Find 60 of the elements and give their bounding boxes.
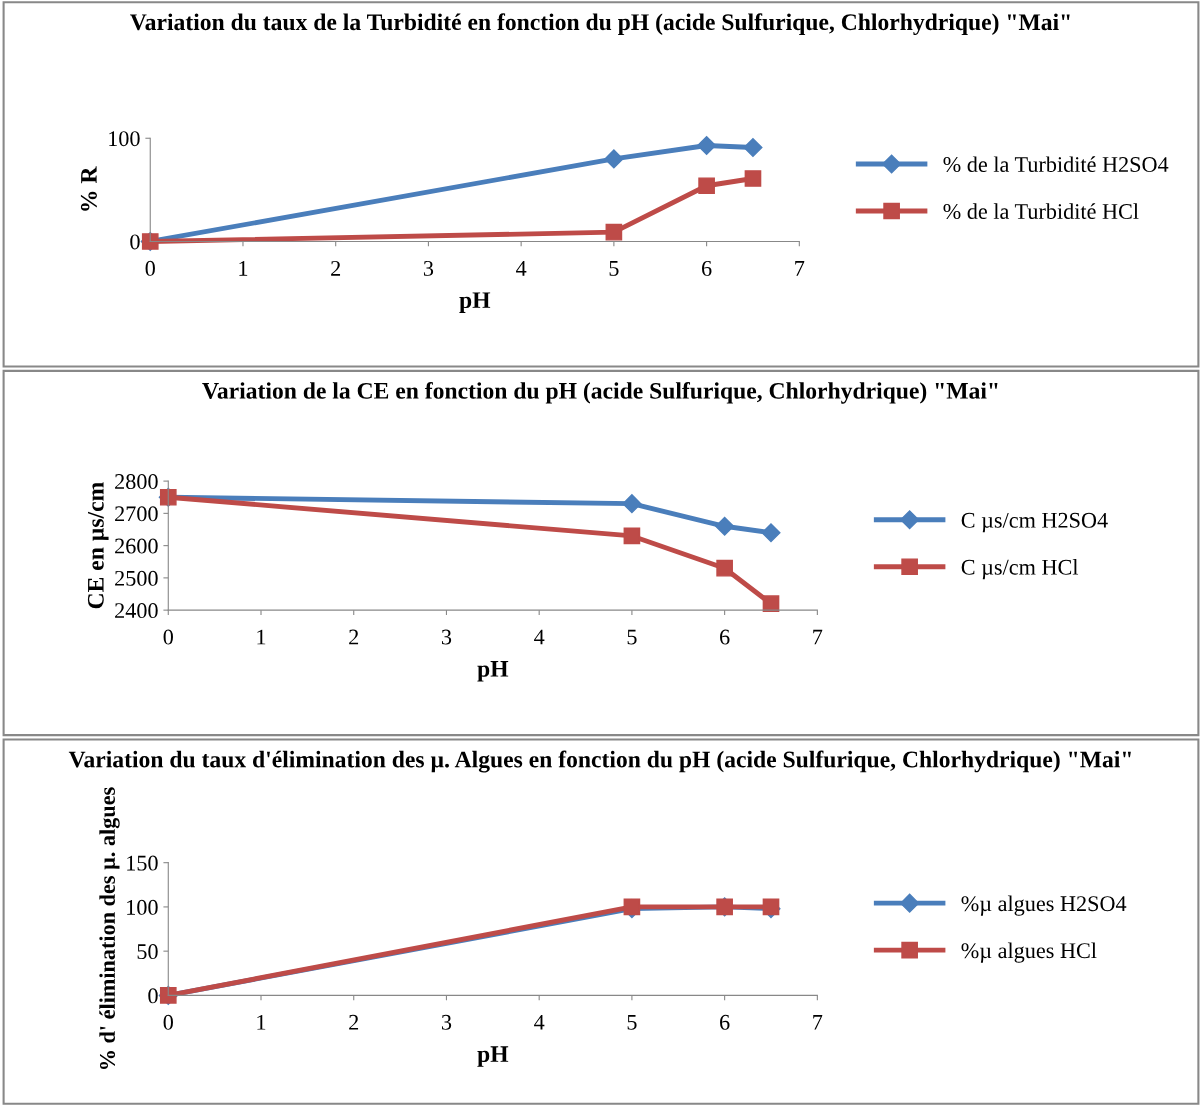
y-tick-label: 100: [127, 899, 158, 915]
y-axis-title: CE en µs/cm: [87, 482, 109, 609]
point: [622, 494, 642, 514]
point: [698, 177, 715, 195]
legend-label: %µ algues HCl: [961, 942, 1097, 963]
x-tick-label: 4: [534, 1014, 545, 1030]
y-axis-title: % d' élimination des µ. algues: [99, 787, 120, 1069]
x-tick-label: 3: [423, 260, 434, 276]
y-tick-label: 2400: [115, 603, 158, 619]
y-tick-label: 2500: [115, 570, 158, 586]
y-axis-title: % R: [80, 166, 97, 211]
x-tick-label: 6: [720, 629, 730, 645]
x-tick-label: 0: [163, 629, 173, 645]
x-tick-label: 4: [516, 261, 527, 276]
legend-label: % de la Turbidité H2SO4: [943, 156, 1169, 173]
point: [744, 170, 762, 187]
x-axis-title: pH: [477, 661, 509, 682]
x-tick-label: 1: [257, 629, 266, 645]
legend-label: %µ algues H2SO4: [961, 895, 1127, 916]
legend-label: C µs/cm H2SO4: [961, 512, 1108, 533]
x-tick-label: 7: [795, 261, 805, 276]
x-tick-label: 5: [609, 261, 619, 276]
chart-title: Variation du taux d'élimination des µ. Algues en fonction du pH (acide Sulfurique, Chlorhydrique) "Mai": [68, 750, 1131, 773]
legend-label: % de la Turbidité HCl: [943, 203, 1139, 220]
x-axis-title: pH: [459, 292, 491, 313]
x-tick-label: 7: [813, 629, 823, 645]
x-tick-label: 2: [349, 629, 359, 645]
y-tick-label: 0: [148, 988, 158, 1004]
y-tick-label: 0: [130, 234, 140, 250]
chart-title: Variation du taux de la Turbidité en fonction du pH (acide Sulfurique, Chlorhydrique) "Mai": [130, 13, 1070, 35]
y-tick-label: 150: [127, 855, 158, 871]
y-tick-label: 50: [137, 944, 158, 960]
x-tick-label: 1: [257, 1014, 266, 1030]
y-tick-label: 2800: [115, 474, 158, 490]
point: [716, 559, 733, 577]
point: [697, 135, 717, 156]
point: [605, 223, 623, 241]
x-tick-label: 7: [813, 1015, 823, 1030]
x-tick-label: 3: [441, 629, 452, 645]
y-tick-label: 2700: [115, 506, 158, 522]
point: [623, 527, 641, 545]
point: [761, 523, 781, 543]
x-tick-label: 6: [720, 1014, 730, 1030]
x-tick-label: 2: [331, 260, 341, 276]
point: [743, 138, 763, 158]
x-tick-label: 1: [239, 260, 248, 276]
point: [604, 149, 624, 169]
point: [715, 516, 735, 536]
x-tick-label: 3: [441, 1014, 452, 1030]
x-tick-label: 6: [702, 260, 712, 276]
y-tick-label: 100: [109, 131, 140, 147]
x-tick-label: 0: [163, 1014, 173, 1030]
x-axis-title: pH: [477, 1046, 509, 1067]
y-tick-label: 2600: [115, 538, 158, 554]
x-tick-label: 4: [534, 629, 545, 645]
x-tick-label: 5: [627, 629, 637, 645]
x-tick-label: 5: [627, 1015, 637, 1030]
chart-title: Variation de la CE en fonction du pH (acide Sulfurique, Chlorhydrique) "Mai": [202, 381, 998, 404]
x-tick-label: 2: [349, 1014, 359, 1030]
legend-label: C µs/cm HCl: [961, 559, 1079, 580]
